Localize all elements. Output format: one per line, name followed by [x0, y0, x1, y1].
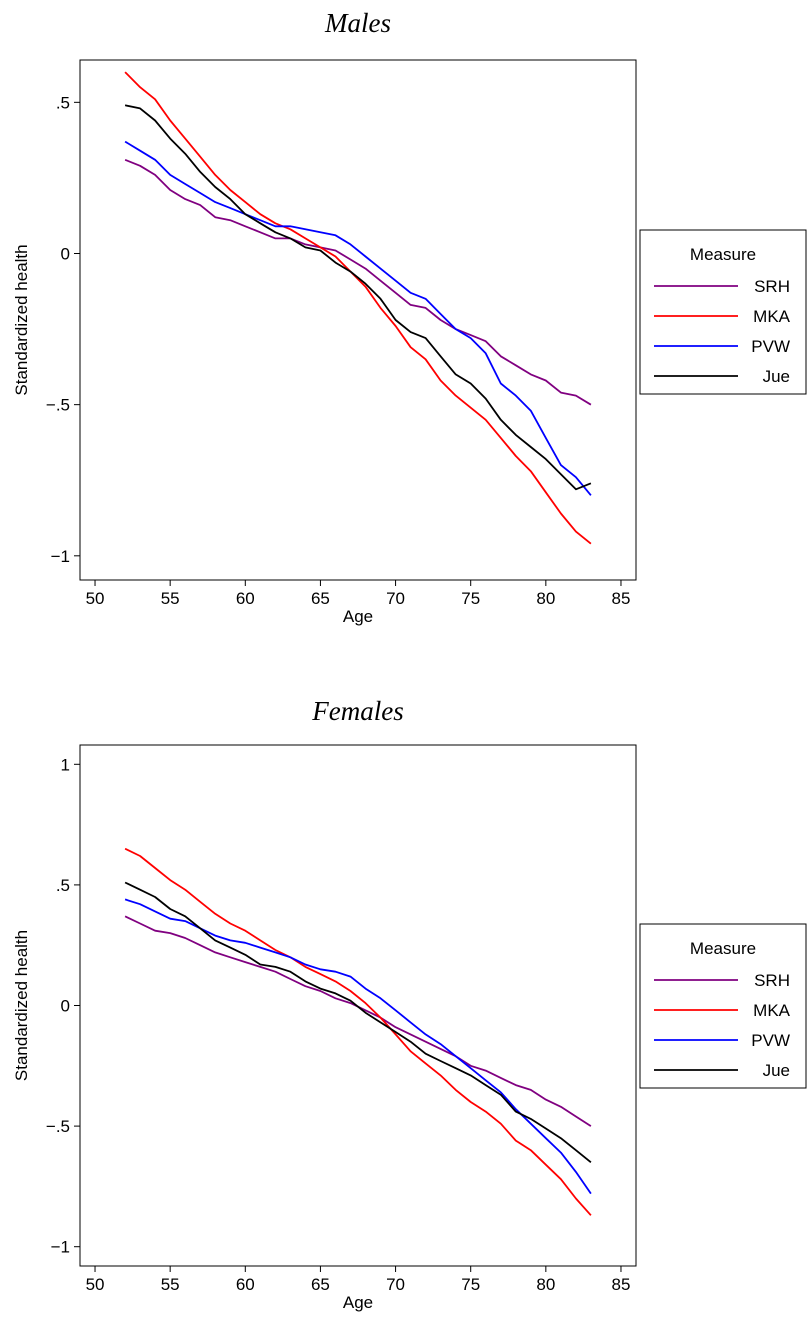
y-axis-label: Standardized health — [12, 930, 31, 1081]
x-tick-label: 75 — [461, 589, 480, 608]
x-tick-label: 60 — [236, 589, 255, 608]
series-line-jue — [124, 881, 592, 1164]
x-tick-label: 80 — [536, 589, 555, 608]
x-tick-label: 85 — [612, 1275, 631, 1294]
y-axis-label: Standardized health — [12, 244, 31, 395]
legend-label-srh: SRH — [754, 971, 790, 990]
x-tick-label: 75 — [461, 1275, 480, 1294]
y-tick-label: 0 — [61, 997, 70, 1016]
x-tick-label: 70 — [386, 589, 405, 608]
legend-box — [639, 923, 807, 1089]
series-line-mka — [124, 847, 592, 1216]
x-tick-label: 50 — [86, 1275, 105, 1294]
x-tick-label: 50 — [86, 589, 105, 608]
y-tick-label: .5 — [56, 93, 70, 112]
legend: Measure SRH MKA PVW Jue — [639, 229, 807, 395]
y-tick-label: −1 — [51, 1238, 70, 1257]
y-tick-label: −.5 — [46, 1117, 70, 1136]
y-tick-label: 0 — [61, 244, 70, 263]
series-line-jue — [124, 104, 592, 491]
plot-frame — [79, 744, 637, 1267]
x-tick-label: 65 — [311, 1275, 330, 1294]
y-tick-label: −.5 — [46, 396, 70, 415]
x-tick-label: 55 — [161, 589, 180, 608]
legend-title: Measure — [690, 245, 756, 264]
chart-title: Females — [311, 696, 403, 726]
legend-label-pvw: PVW — [751, 337, 790, 356]
x-tick-label: 85 — [612, 589, 631, 608]
y-tick-label: 1 — [61, 755, 70, 774]
series-line-mka — [124, 71, 592, 545]
legend-label-srh: SRH — [754, 277, 790, 296]
y-tick-label: .5 — [56, 876, 70, 895]
x-tick-label: 80 — [536, 1275, 555, 1294]
x-axis-label: Age — [343, 1293, 373, 1312]
legend-label-mka: MKA — [753, 307, 791, 326]
chart-title: Males — [324, 8, 391, 38]
chart-0: Males 50 55 60 65 70 75 80 85 Age −1 −.5 0 .5 Standard… — [12, 8, 807, 626]
series-line-srh — [124, 915, 592, 1127]
plot-frame — [79, 59, 637, 581]
x-tick-label: 70 — [386, 1275, 405, 1294]
y-tick-label: −1 — [51, 547, 70, 566]
legend-label-mka: MKA — [753, 1001, 791, 1020]
legend-box — [639, 229, 807, 395]
legend-label-jue: Jue — [763, 367, 790, 386]
legend-title: Measure — [690, 939, 756, 958]
legend-label-pvw: PVW — [751, 1031, 790, 1050]
x-tick-label: 55 — [161, 1275, 180, 1294]
series-line-pvw — [124, 140, 592, 496]
x-axis-label: Age — [343, 607, 373, 626]
chart-1: Females 50 55 60 65 70 75 80 85 Age −1 −.5 0 .5 1 Stand… — [12, 696, 807, 1312]
legend: Measure SRH MKA PVW Jue — [639, 923, 807, 1089]
x-tick-label: 60 — [236, 1275, 255, 1294]
legend-label-jue: Jue — [763, 1061, 790, 1080]
series-line-srh — [124, 158, 592, 406]
x-tick-label: 65 — [311, 589, 330, 608]
